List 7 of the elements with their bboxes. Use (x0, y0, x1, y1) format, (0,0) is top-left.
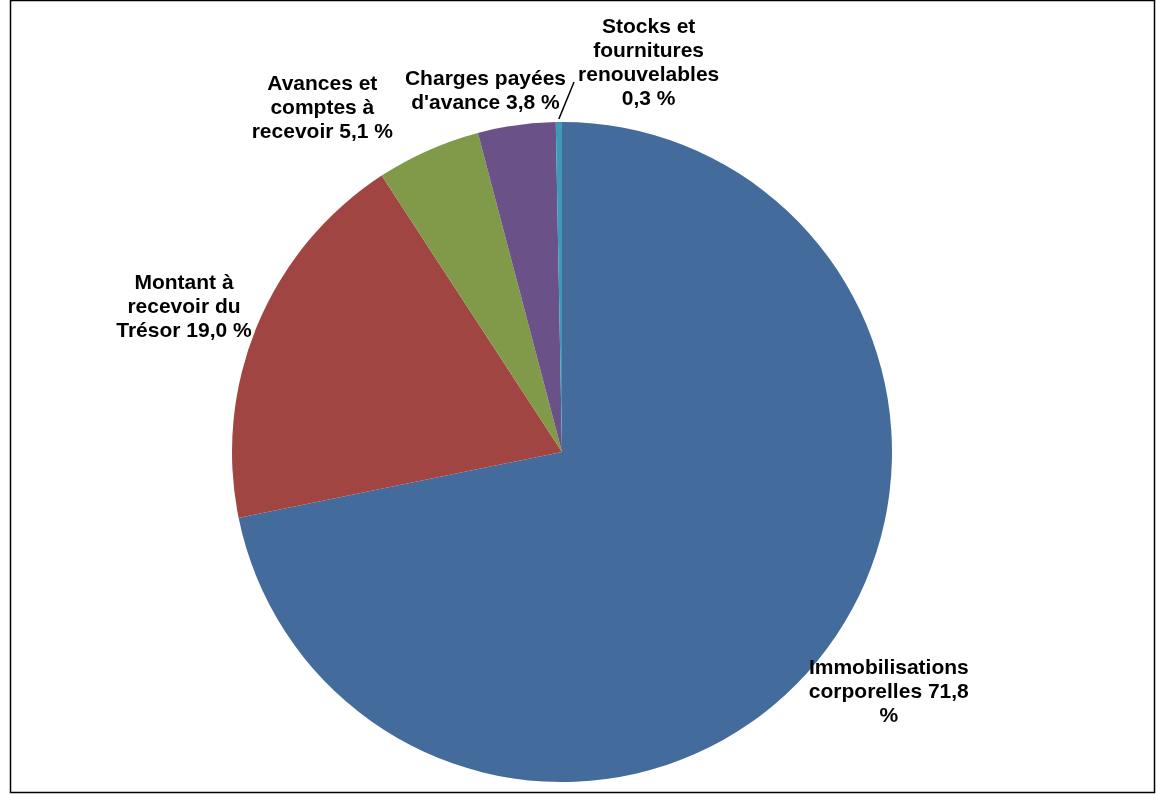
slice-label: Avances et comptes à recevoir 5,1 % (251, 70, 394, 142)
slice-label: Charges payées d'avance 3,8 % (404, 65, 567, 113)
pie-slice (477, 122, 562, 452)
slice-label: Montant à recevoir du Trésor 19,0 % (116, 270, 252, 342)
slice-label: Immobilisations corporelles 71,8 % (808, 655, 970, 727)
slice-label: Stocks et fournitures renouvelables (578, 14, 720, 86)
data-label: 0,3 % (621, 86, 676, 110)
